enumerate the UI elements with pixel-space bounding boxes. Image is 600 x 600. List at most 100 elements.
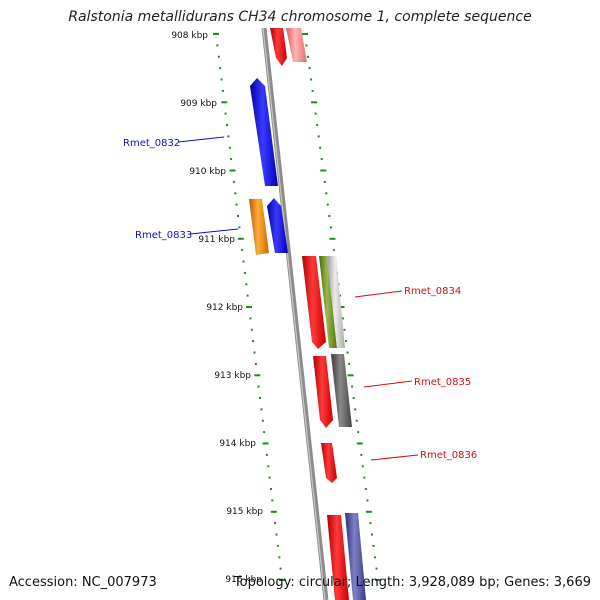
gene-label-rmet-0832[interactable]: Rmet_0832 [123, 138, 180, 149]
gene-arrow-slate[interactable] [345, 513, 366, 600]
scale-dot [369, 522, 372, 525]
scale-major-tick [302, 33, 308, 35]
scale-dot [346, 351, 349, 354]
scale-dot [235, 203, 238, 206]
scale-major-tick [237, 237, 244, 240]
scale-major-tick [356, 442, 363, 445]
scale-major-tick [213, 33, 219, 35]
gene-rmet-0834[interactable] [302, 256, 326, 349]
scale-dot [219, 67, 222, 70]
gene-arrow-red-bottom[interactable] [327, 515, 349, 600]
scale-major-tick [320, 169, 327, 172]
scale-dot [260, 408, 263, 411]
scale-dot [319, 146, 322, 149]
scale-dot [249, 317, 252, 320]
gene-arrow-olive[interactable] [319, 256, 337, 348]
scale-dot [351, 385, 354, 388]
scale-major-tick [221, 101, 228, 104]
scale-dot [275, 533, 278, 536]
scale-dot [355, 419, 358, 422]
scale-dot [372, 544, 375, 547]
scale-dot [271, 499, 274, 502]
scale-dot [246, 294, 249, 297]
scale-dot [241, 249, 244, 252]
scale-dot [364, 488, 367, 490]
scale-dot [217, 55, 220, 58]
scale-dot [274, 522, 277, 525]
scale-dot [263, 431, 266, 434]
scale-label: 908 kbp [171, 31, 208, 41]
gene-label-rmet-0833[interactable]: Rmet_0833 [135, 230, 192, 241]
scale-dot [342, 317, 344, 320]
scale-dot [267, 465, 270, 468]
scale-dot [237, 215, 239, 217]
scale-dot [278, 556, 281, 559]
scale-label: 910 kbp [189, 167, 226, 177]
scale-dot [343, 328, 346, 331]
chromosome-backbone [261, 27, 329, 600]
map-title: Ralstonia metallidurans CH34 chromosome … [68, 9, 532, 25]
scale-dot [216, 44, 219, 47]
gene-arrow-red[interactable] [270, 28, 287, 66]
scale-dot [228, 146, 231, 149]
scale-dot [361, 465, 364, 468]
gene-arrow-pink[interactable] [286, 28, 307, 62]
gene-rmet-0835[interactable] [313, 356, 333, 428]
leader-line-rmet-0832 [177, 136, 225, 143]
scale-dot [370, 533, 373, 536]
scale-dot [329, 226, 332, 229]
scale-dot [323, 180, 326, 183]
scale-dot [305, 44, 308, 47]
leader-lines [177, 136, 419, 461]
scale-major-tick [246, 306, 252, 308]
gene-label-rmet-0836[interactable]: Rmet_0836 [420, 450, 477, 461]
gene-rmet-0833[interactable] [249, 199, 269, 255]
scale-label: 915 kbp [226, 507, 263, 517]
scale-dot [254, 362, 257, 365]
scale-dot [257, 385, 260, 388]
scale-dot [230, 158, 233, 161]
scale-major-tick [229, 169, 236, 172]
scale-dot [276, 544, 279, 547]
scale-dot [314, 112, 317, 115]
scale-label: 911 kbp [198, 235, 235, 245]
gene-rmet-0836[interactable] [321, 443, 337, 483]
scale-dot [363, 476, 366, 479]
scale-dot [270, 488, 272, 490]
scale-dot [325, 192, 328, 195]
scale-dot [360, 453, 363, 456]
topology-text: Topology: circular; Length: 3,928,089 bp… [233, 575, 591, 590]
gene-arrow-blue-small[interactable] [267, 198, 288, 253]
scale-dot [220, 78, 223, 81]
scale-label: 913 kbp [214, 371, 251, 381]
scale-label: 909 kbp [180, 99, 217, 109]
scale-label: 916 kbp [225, 575, 262, 585]
scale-dot [326, 203, 329, 206]
gene-features [249, 28, 366, 600]
leader-line-rmet-0836 [370, 454, 419, 461]
scale-dot [339, 294, 341, 297]
scale-label: 914 kbp [219, 439, 256, 449]
scale-dot [259, 397, 261, 399]
gene-label-rmet-0835[interactable]: Rmet_0835 [414, 377, 471, 388]
scale-dot [243, 271, 246, 274]
gene-arrow-darkgray[interactable] [331, 354, 352, 427]
scale-dot [252, 340, 255, 343]
scale-dot [265, 453, 268, 456]
scale-dot [328, 215, 331, 217]
scale-major-tick [375, 579, 381, 581]
scale-dot [317, 135, 320, 138]
gene-arrow-lightgray[interactable] [327, 256, 345, 348]
scale-labels: 908 kbp 909 kbp 910 kbp 911 kbp 912 kbp … [171, 31, 263, 585]
scale-dot [279, 567, 282, 570]
scale-major-tick [365, 510, 372, 513]
gene-rmet-0832[interactable] [250, 78, 278, 186]
scale-dot [221, 89, 224, 92]
scale-dot [375, 567, 378, 570]
gene-labels: Rmet_0832 Rmet_0833 Rmet_0834 Rmet_0835 … [123, 138, 477, 461]
scale-dot [357, 431, 360, 434]
scale-dot [234, 192, 237, 195]
gene-label-rmet-0834[interactable]: Rmet_0834 [404, 286, 461, 297]
scale-dot [366, 499, 369, 502]
